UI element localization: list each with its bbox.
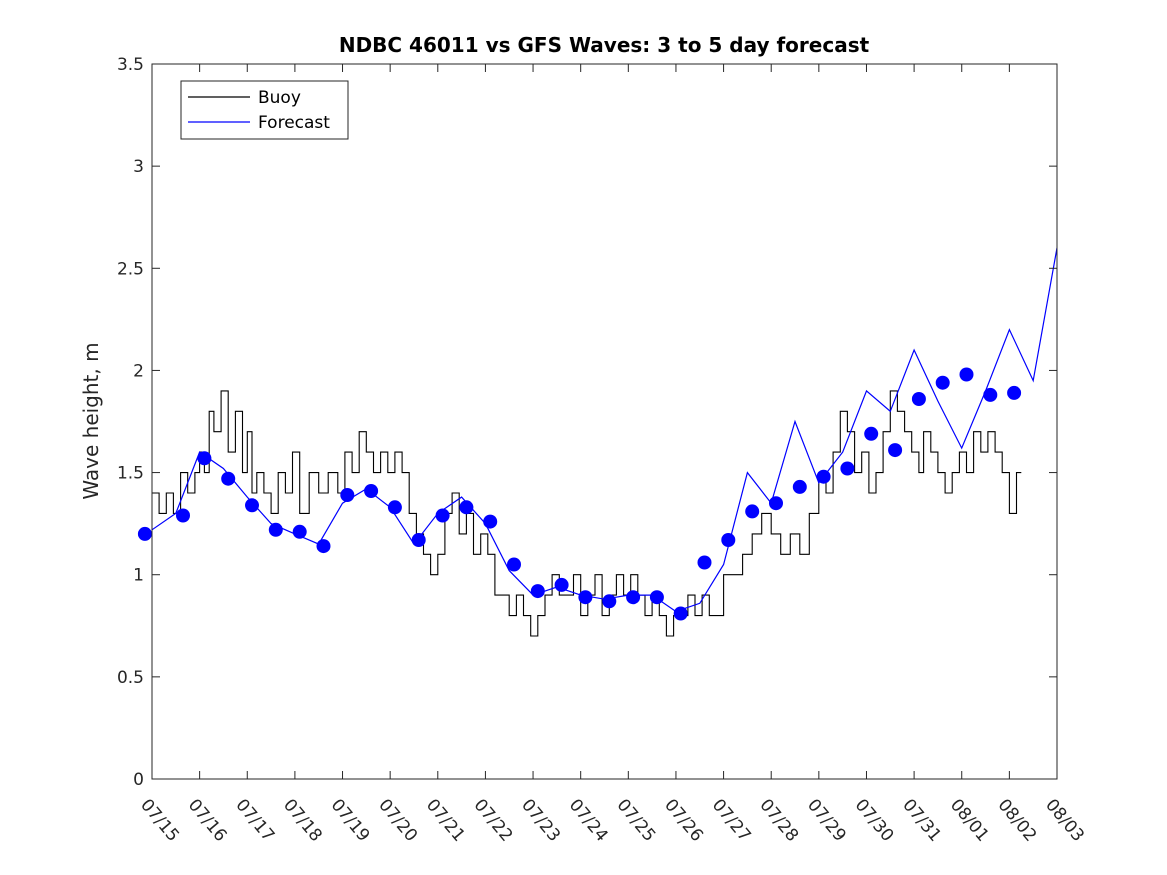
forecast-marker: [864, 426, 879, 441]
y-tick-label: 1: [133, 566, 144, 586]
forecast-marker: [554, 577, 569, 592]
forecast-marker: [959, 367, 974, 382]
y-tick-label: 0: [133, 770, 144, 790]
chart-title: NDBC 46011 vs GFS Waves: 3 to 5 day fore…: [339, 33, 870, 57]
forecast-marker: [483, 514, 498, 529]
axes-box: [151, 63, 1058, 780]
forecast-marker: [387, 500, 402, 515]
forecast-marker: [137, 526, 152, 541]
forecast-marker: [816, 469, 831, 484]
forecast-marker: [1007, 385, 1022, 400]
forecast-marker: [840, 461, 855, 476]
forecast-marker: [792, 479, 807, 494]
forecast-marker: [649, 590, 664, 605]
y-axis-label: Wave height, m: [79, 342, 103, 499]
forecast-marker: [530, 584, 545, 599]
legend: Buoy Forecast: [180, 80, 349, 140]
forecast-marker: [340, 488, 355, 502]
forecast-marker: [626, 590, 641, 605]
legend-label: Buoy: [258, 88, 301, 108]
forecast-marker: [673, 606, 688, 621]
forecast-markers: [137, 367, 1022, 621]
y-tick-label: 0.5: [117, 668, 144, 688]
forecast-marker: [364, 484, 379, 498]
y-tick-label: 3.5: [117, 55, 144, 75]
forecast-marker: [911, 392, 926, 406]
forecast-marker: [316, 539, 331, 554]
y-tick-label: 1.5: [117, 464, 144, 484]
forecast-marker: [888, 443, 903, 458]
forecast-marker: [935, 375, 950, 390]
forecast-marker: [459, 500, 474, 515]
y-tick-label: 3: [133, 157, 144, 177]
y-tick-label: 2.5: [117, 259, 144, 279]
forecast-marker: [268, 522, 283, 537]
forecast-marker: [197, 451, 212, 466]
forecast-marker: [697, 555, 712, 570]
forecast-marker: [578, 590, 593, 605]
series-line-buoy: [152, 390, 1022, 637]
forecast-marker: [983, 387, 998, 402]
forecast-marker: [176, 508, 190, 523]
legend-label: Forecast: [258, 113, 330, 133]
forecast-marker: [721, 533, 736, 547]
plot-area: [137, 64, 1057, 779]
forecast-marker: [745, 504, 760, 519]
legend-box: [180, 80, 349, 140]
forecast-marker: [507, 557, 521, 572]
forecast-marker: [411, 533, 426, 547]
forecast-marker: [602, 594, 617, 609]
forecast-marker: [245, 498, 259, 513]
forecast-marker: [435, 508, 450, 523]
y-tick-label: 2: [133, 361, 144, 381]
plot-background: [152, 64, 1057, 779]
forecast-marker: [769, 496, 783, 511]
forecast-marker: [292, 524, 307, 539]
forecast-marker: [221, 471, 236, 486]
